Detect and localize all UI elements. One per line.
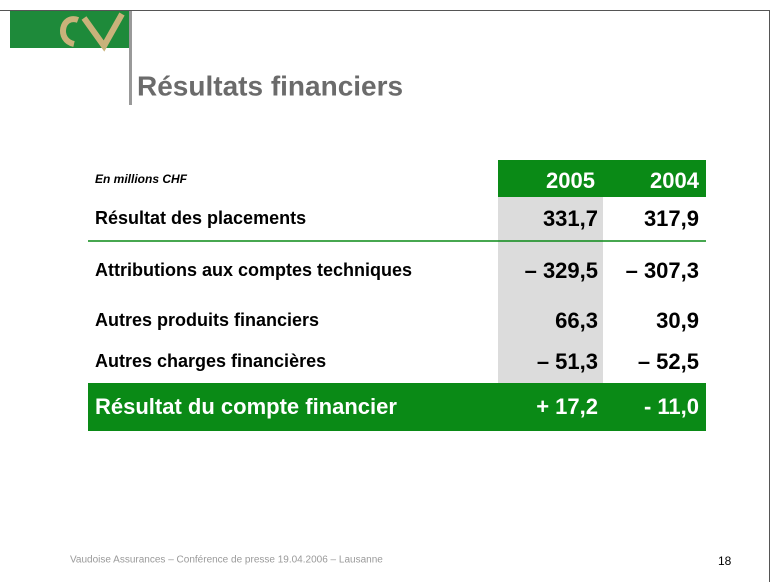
header-cell: [603, 160, 706, 197]
unit: En millions CHF: [95, 172, 188, 186]
cell: – 52,5: [638, 349, 699, 374]
cell: 317,9: [644, 206, 699, 231]
row-label: Résultat des placements: [95, 208, 306, 228]
row-label: Attributions aux comptes techniques: [95, 260, 412, 280]
cell: 66,3: [555, 308, 598, 333]
header-cell: [498, 160, 603, 197]
footer: Vaudoise Assurances – Conférence de pres…: [70, 555, 383, 566]
total-cell: - 11,0: [644, 394, 699, 419]
column-header: 2005: [546, 168, 595, 193]
cell: – 329,5: [525, 258, 598, 283]
column-header: 2004: [650, 168, 700, 193]
cell: 331,7: [543, 206, 598, 231]
logo: [10, 11, 130, 52]
highlight-column: [498, 197, 603, 383]
total-cell: + 17,2: [536, 394, 598, 419]
cell: – 307,3: [626, 258, 699, 283]
row-label: Autres produits financiers: [95, 310, 319, 330]
title: Résultats financiers: [137, 70, 403, 101]
page-number: 18: [718, 554, 732, 568]
cell: – 51,3: [537, 349, 598, 374]
total-row: [88, 383, 706, 431]
cell: 30,9: [656, 308, 699, 333]
total-label: Résultat du compte financier: [95, 394, 397, 419]
row-label: Autres charges financières: [95, 351, 326, 371]
